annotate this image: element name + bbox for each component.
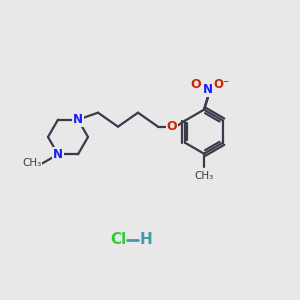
- Text: Cl: Cl: [110, 232, 126, 247]
- Text: O: O: [167, 120, 177, 133]
- Text: O⁻: O⁻: [214, 78, 230, 91]
- Text: CH₃: CH₃: [22, 158, 41, 168]
- Text: N: N: [73, 113, 83, 126]
- Text: N: N: [203, 83, 213, 96]
- Text: CH₃: CH₃: [194, 171, 214, 181]
- Text: O: O: [191, 78, 201, 91]
- Text: H: H: [140, 232, 152, 247]
- Text: N: N: [53, 148, 63, 161]
